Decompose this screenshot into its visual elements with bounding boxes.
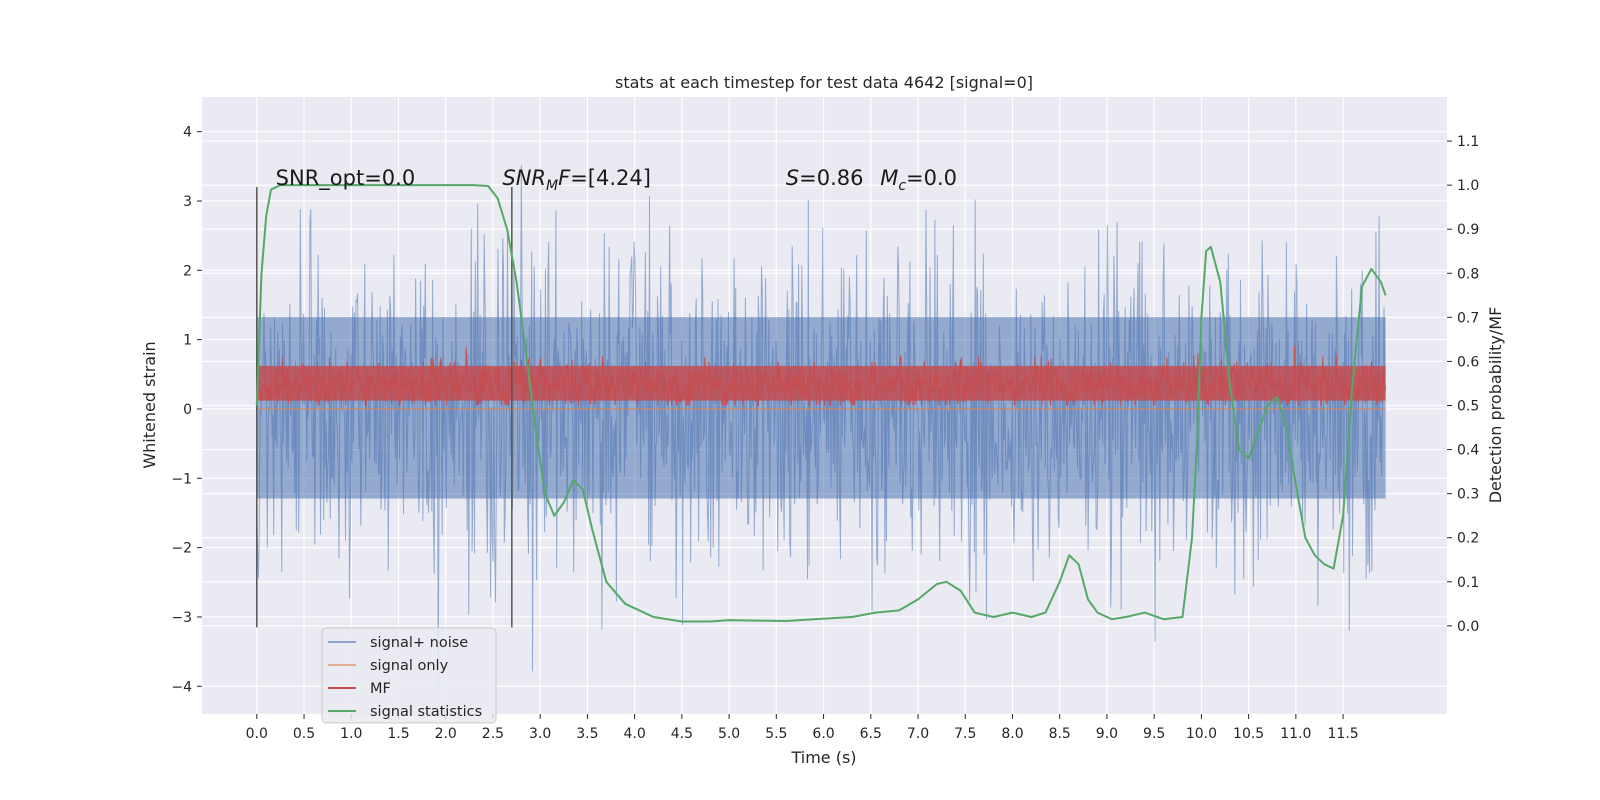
y-axis-left: 4 3 2 1 0 −1 −2 −3 −4 (171, 125, 202, 695)
y-tick-label: −1 (171, 471, 192, 487)
x-tick-label: 8.5 (1049, 726, 1071, 742)
chart-title: stats at each timestep for test data 464… (615, 73, 1033, 92)
x-tick-label: 11.5 (1328, 726, 1359, 742)
x-tick-label: 5.0 (718, 726, 740, 742)
x-tick-label: 1.0 (340, 726, 362, 742)
x-tick-label: 7.0 (907, 726, 929, 742)
y-right-tick-label: 0.0 (1457, 619, 1479, 635)
x-tick-label: 6.0 (812, 726, 834, 742)
x-tick-label: 9.0 (1096, 726, 1118, 742)
x-tick-label: 6.5 (860, 726, 882, 742)
y-right-tick-label: 0.8 (1457, 266, 1479, 282)
y-right-tick-label: 0.3 (1457, 487, 1479, 503)
y-right-tick-label: 0.4 (1457, 443, 1479, 459)
y-right-tick-label: 0.1 (1457, 575, 1479, 591)
annotation-mc-value: Mc=0.0 (880, 166, 957, 194)
annotation-snr-mf: SNRMF=[4.24] (502, 166, 651, 194)
y-tick-label: 3 (183, 194, 192, 210)
series-signal-statistics (255, 184, 1387, 623)
y-axis-right-label: Detection probability/MF (1486, 307, 1505, 504)
series-mf (256, 346, 1387, 407)
y-tick-label: 0 (183, 402, 192, 418)
y-tick-label: 1 (183, 333, 192, 349)
x-tick-label: 0.5 (293, 726, 315, 742)
y-right-tick-label: 1.0 (1457, 178, 1479, 194)
y-right-tick-label: 0.2 (1457, 531, 1479, 547)
y-right-tick-label: 0.6 (1457, 354, 1479, 370)
x-tick-label: 1.5 (387, 726, 409, 742)
x-tick-label: 4.0 (623, 726, 645, 742)
legend: signal+ noise signal only MF signal statist… (321, 627, 497, 724)
x-tick-label: 5.5 (765, 726, 787, 742)
x-tick-label: 11.0 (1280, 726, 1311, 742)
legend-label: signal statistics (370, 704, 482, 720)
y-axis-right: 1.1 1.0 0.9 0.8 0.7 0.6 0.5 0.4 0.3 0.2 0.1 0.0 (1447, 134, 1479, 635)
x-tick-label: 10.0 (1186, 726, 1217, 742)
x-tick-label: 2.0 (435, 726, 457, 742)
y-tick-label: −4 (171, 679, 192, 695)
y-tick-label: 2 (183, 263, 192, 279)
x-tick-label: 4.5 (671, 726, 693, 742)
annotation-s-value: S=0.86 (786, 166, 864, 190)
y-tick-label: −3 (171, 610, 192, 626)
x-axis: 0.0 0.5 1.0 1.5 2.0 2.5 3.0 3.5 4.0 4.5 5.0 5.5 6.0 6… (246, 714, 1359, 742)
y-axis-label: Whitened strain (140, 341, 159, 468)
annotation-snr-opt: SNR_opt=0.0 (276, 166, 416, 191)
y-right-tick-label: 1.1 (1457, 134, 1479, 150)
y-right-tick-label: 0.5 (1457, 399, 1479, 415)
y-tick-label: 4 (183, 125, 192, 141)
legend-box (321, 627, 497, 724)
annotations: SNR_opt=0.0 SNRMF=[4.24] S=0.86 Mc=0.0 (276, 166, 957, 194)
y-right-tick-label: 0.7 (1457, 310, 1479, 326)
x-tick-label: 2.5 (482, 726, 504, 742)
x-tick-label: 9.5 (1143, 726, 1165, 742)
legend-label: signal only (370, 658, 449, 674)
legend-label: MF (370, 681, 391, 697)
x-tick-label: 8.0 (1001, 726, 1023, 742)
x-tick-label: 7.5 (954, 726, 976, 742)
legend-label: signal+ noise (370, 635, 468, 651)
x-tick-label: 10.5 (1233, 726, 1264, 742)
mf-trace (256, 346, 1387, 407)
y-right-tick-label: 0.9 (1457, 222, 1479, 238)
y-tick-label: −2 (171, 541, 192, 557)
x-tick-label: 0.0 (246, 726, 268, 742)
x-axis-label: Time (s) (790, 748, 856, 767)
x-tick-label: 3.0 (529, 726, 551, 742)
statistics-line (255, 184, 1387, 623)
x-tick-label: 3.5 (576, 726, 598, 742)
